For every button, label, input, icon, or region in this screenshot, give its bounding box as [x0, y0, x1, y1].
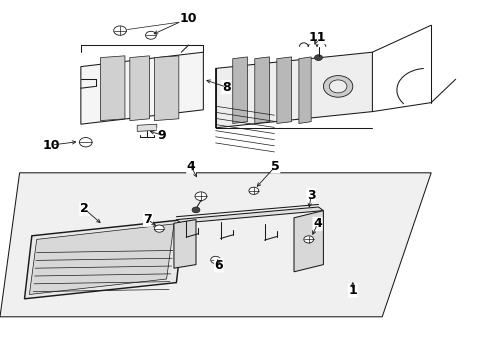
- Circle shape: [195, 192, 207, 201]
- Polygon shape: [277, 57, 292, 123]
- Circle shape: [192, 207, 200, 213]
- Circle shape: [211, 256, 220, 264]
- Circle shape: [304, 236, 314, 243]
- Circle shape: [323, 76, 353, 97]
- Polygon shape: [137, 124, 157, 131]
- Text: 8: 8: [222, 81, 231, 94]
- Text: 1: 1: [348, 284, 357, 297]
- Text: 10: 10: [180, 12, 197, 24]
- Polygon shape: [294, 211, 323, 272]
- Text: 5: 5: [271, 160, 280, 173]
- Circle shape: [79, 138, 92, 147]
- Circle shape: [315, 55, 322, 60]
- Polygon shape: [216, 52, 372, 128]
- Polygon shape: [130, 56, 149, 121]
- Text: 2: 2: [80, 202, 89, 215]
- Text: 4: 4: [187, 160, 196, 173]
- Polygon shape: [299, 57, 311, 123]
- Text: 11: 11: [309, 31, 326, 44]
- Polygon shape: [154, 56, 179, 121]
- Polygon shape: [233, 57, 247, 123]
- Polygon shape: [255, 57, 270, 123]
- Text: 10: 10: [180, 12, 197, 24]
- Polygon shape: [176, 207, 323, 223]
- Polygon shape: [0, 173, 431, 317]
- Circle shape: [146, 31, 156, 39]
- Polygon shape: [29, 224, 174, 294]
- Text: 9: 9: [157, 129, 166, 141]
- Polygon shape: [100, 56, 125, 121]
- Circle shape: [329, 80, 347, 93]
- Polygon shape: [174, 220, 196, 268]
- Text: 4: 4: [313, 217, 322, 230]
- Text: 10: 10: [43, 139, 60, 152]
- Text: 3: 3: [307, 189, 316, 202]
- Polygon shape: [81, 52, 203, 124]
- Circle shape: [154, 225, 164, 232]
- Text: 6: 6: [215, 259, 223, 272]
- Polygon shape: [24, 220, 184, 299]
- Circle shape: [249, 187, 259, 194]
- Circle shape: [114, 26, 126, 35]
- Text: 7: 7: [144, 213, 152, 226]
